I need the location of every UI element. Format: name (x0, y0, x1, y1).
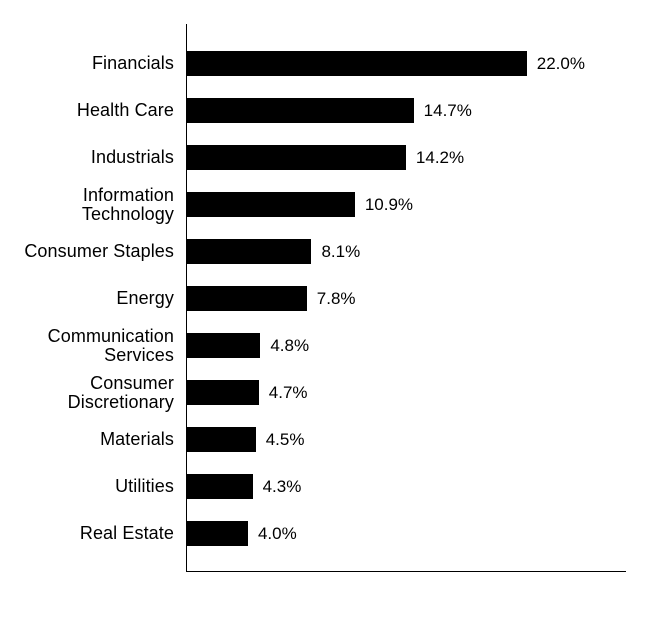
category-label: Financials (4, 54, 186, 73)
value-label: 22.0% (527, 54, 585, 74)
category-label: Industrials (4, 148, 186, 167)
value-label: 7.8% (307, 289, 356, 309)
bar-row: Consumer Staples 8.1% (186, 228, 626, 275)
bar-row: Industrials 14.2% (186, 134, 626, 181)
bar (186, 145, 406, 170)
bar-row: Health Care 14.7% (186, 87, 626, 134)
value-label: 4.7% (259, 383, 308, 403)
value-label: 4.8% (260, 336, 309, 356)
chart-plot-area: Financials 22.0% Health Care 14.7% Indus… (186, 40, 626, 560)
category-label: Health Care (4, 101, 186, 120)
bar (186, 286, 307, 311)
bar-row: Utilities 4.3% (186, 463, 626, 510)
bar (186, 239, 311, 264)
category-label: ConsumerDiscretionary (4, 374, 186, 412)
bar (186, 98, 414, 123)
category-label: Materials (4, 430, 186, 449)
bar (186, 521, 248, 546)
value-label: 10.9% (355, 195, 413, 215)
category-label: Utilities (4, 477, 186, 496)
category-label: Real Estate (4, 524, 186, 543)
bar (186, 474, 253, 499)
value-label: 4.3% (253, 477, 302, 497)
bar (186, 192, 355, 217)
category-label: Consumer Staples (4, 242, 186, 261)
value-label: 8.1% (311, 242, 360, 262)
value-label: 4.5% (256, 430, 305, 450)
value-label: 4.0% (248, 524, 297, 544)
category-label: Energy (4, 289, 186, 308)
bar-row: Materials 4.5% (186, 416, 626, 463)
x-axis (186, 571, 626, 572)
value-label: 14.7% (414, 101, 472, 121)
bar-row: Financials 22.0% (186, 40, 626, 87)
value-label: 14.2% (406, 148, 464, 168)
bar-row: Energy 7.8% (186, 275, 626, 322)
bar-row: CommunicationServices 4.8% (186, 322, 626, 369)
bar-row: ConsumerDiscretionary 4.7% (186, 369, 626, 416)
bar (186, 51, 527, 76)
bar (186, 427, 256, 452)
category-label: CommunicationServices (4, 327, 186, 365)
bar-row: InformationTechnology 10.9% (186, 181, 626, 228)
bar-row: Real Estate 4.0% (186, 510, 626, 557)
bar (186, 380, 259, 405)
bar (186, 333, 260, 358)
category-label: InformationTechnology (4, 186, 186, 224)
sector-allocation-chart: Financials 22.0% Health Care 14.7% Indus… (0, 0, 672, 636)
